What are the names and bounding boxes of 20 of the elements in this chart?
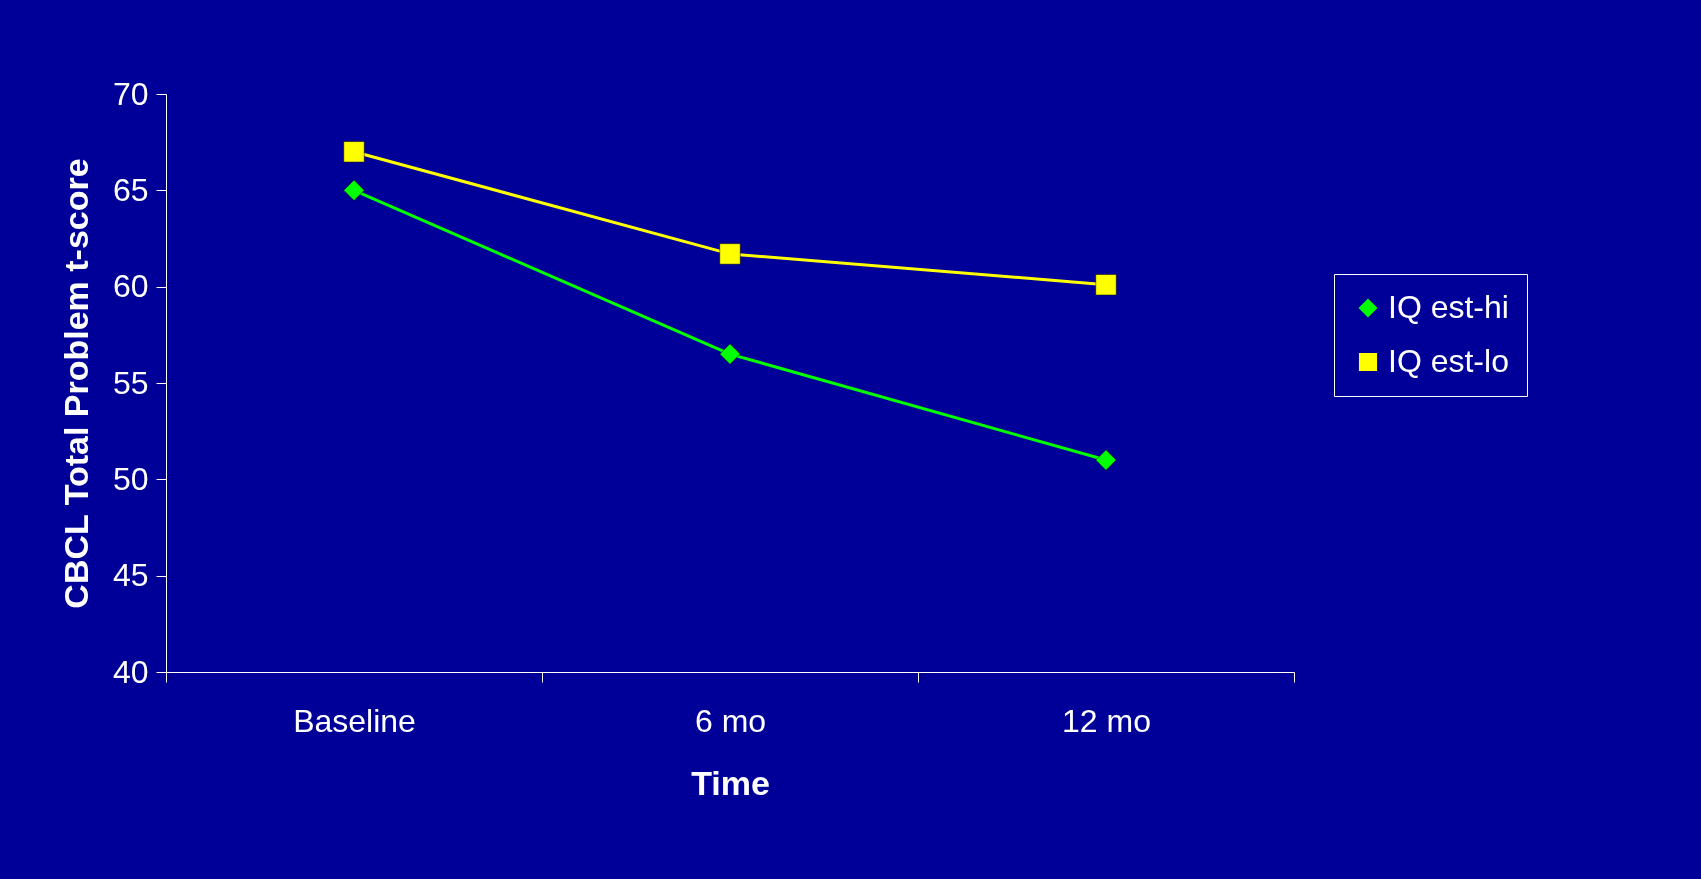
point	[1095, 274, 1117, 296]
x-tick-label: 6 mo	[694, 702, 767, 739]
y-tick-label: 50	[112, 460, 149, 497]
y-axis-title: CBCL Total Problem t-score	[56, 158, 95, 609]
point	[719, 343, 741, 365]
point	[1095, 449, 1117, 471]
x-tick-label: 12 mo	[1062, 702, 1151, 739]
point	[343, 141, 365, 163]
point	[343, 179, 365, 201]
y-tick-label: 55	[112, 364, 149, 401]
x-axis-title: Time	[691, 763, 770, 802]
point	[719, 243, 741, 265]
x-tick-label: Baseline	[293, 702, 416, 739]
y-tick-label: 70	[112, 75, 149, 112]
y-tick-label: 65	[112, 171, 149, 208]
y-tick-label: 60	[112, 268, 149, 305]
legend-label: IQ est-hi	[1388, 289, 1509, 325]
y-tick-label: 40	[112, 653, 149, 690]
legend-label: IQ est-lo	[1388, 343, 1509, 379]
y-tick-label: 45	[112, 557, 149, 594]
